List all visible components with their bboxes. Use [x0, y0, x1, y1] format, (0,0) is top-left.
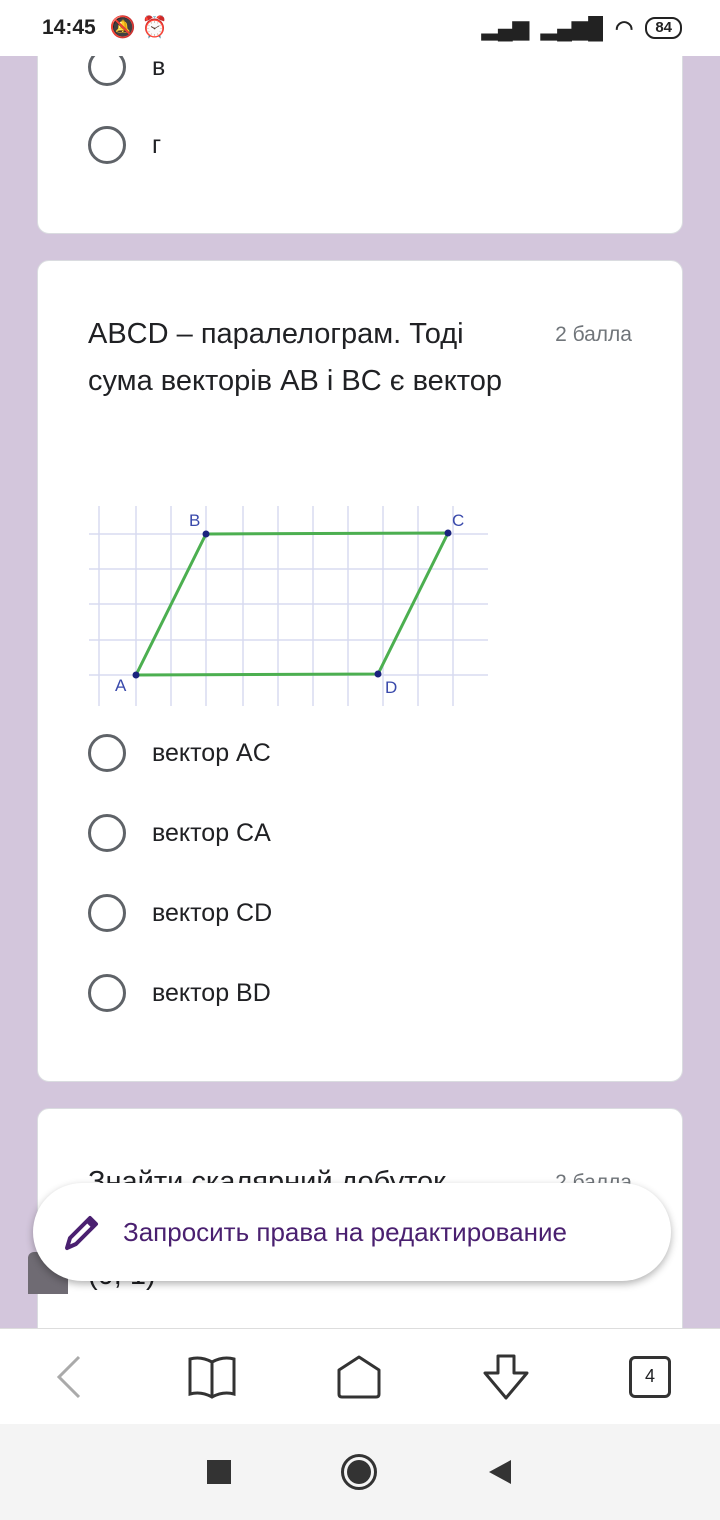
download-icon[interactable] — [481, 1353, 531, 1401]
signal-icon: ▂▄▆ — [481, 16, 529, 40]
option-bd[interactable]: вектор BD — [88, 974, 271, 1012]
nav-back-button[interactable] — [487, 1458, 513, 1486]
option-label: вектор CD — [152, 898, 273, 927]
option-label: вектор CA — [152, 818, 271, 847]
radio-button[interactable] — [88, 894, 126, 932]
point-d — [374, 670, 382, 678]
label-d: D — [385, 678, 397, 697]
system-nav-bar — [0, 1424, 720, 1520]
option-label: вектор AC — [152, 738, 271, 767]
point-c — [444, 529, 452, 537]
mute-icon: 🔕 — [109, 16, 136, 39]
radio-button[interactable] — [88, 734, 126, 772]
tabs-button[interactable]: 4 — [629, 1355, 671, 1398]
signal-icon-2: ▂▄▆█ — [540, 16, 603, 40]
question-points: 2 балла — [555, 323, 632, 346]
alarm-icon: ⏰ — [141, 16, 169, 39]
parallelogram-figure: A B C D — [89, 506, 488, 706]
point-b — [202, 530, 210, 538]
pencil-icon — [65, 1216, 98, 1250]
request-edit-label: Запросить права на редактирование — [123, 1216, 567, 1247]
label-a: A — [115, 676, 127, 695]
option-label: г — [152, 130, 162, 159]
option-ca[interactable]: вектор CA — [88, 814, 271, 852]
option-ac[interactable]: вектор AC — [88, 734, 271, 772]
bookmarks-icon[interactable] — [187, 1354, 237, 1400]
radio-button[interactable] — [88, 126, 126, 164]
radio-button[interactable] — [88, 974, 126, 1012]
option-g[interactable]: г — [88, 126, 161, 164]
request-edit-button[interactable]: Запросить права на редактирование — [33, 1183, 671, 1281]
battery-indicator: 84 — [645, 17, 682, 39]
back-icon[interactable] — [49, 1352, 89, 1402]
browser-toolbar: 4 — [0, 1328, 720, 1424]
radio-button[interactable] — [88, 814, 126, 852]
home-button[interactable] — [341, 1454, 377, 1490]
wifi-icon: ◠ — [614, 16, 634, 40]
label-b: B — [189, 511, 200, 530]
clock: 14:45 — [42, 16, 96, 39]
question-title: ABCD – паралелограм. Тоді сума векторів … — [88, 318, 503, 397]
option-label: в — [152, 52, 166, 81]
option-label: вектор BD — [152, 978, 271, 1007]
option-cd[interactable]: вектор CD — [88, 894, 272, 932]
question-card: ABCD – паралелограм. Тоді сума векторів … — [37, 260, 683, 1082]
label-c: C — [452, 511, 464, 530]
home-icon[interactable] — [335, 1354, 383, 1400]
point-a — [132, 671, 140, 679]
recents-button[interactable] — [207, 1460, 231, 1484]
status-bar: 14:45 🔕 ⏰ ▂▄▆ ▂▄▆█ ◠ 84 — [0, 0, 720, 56]
